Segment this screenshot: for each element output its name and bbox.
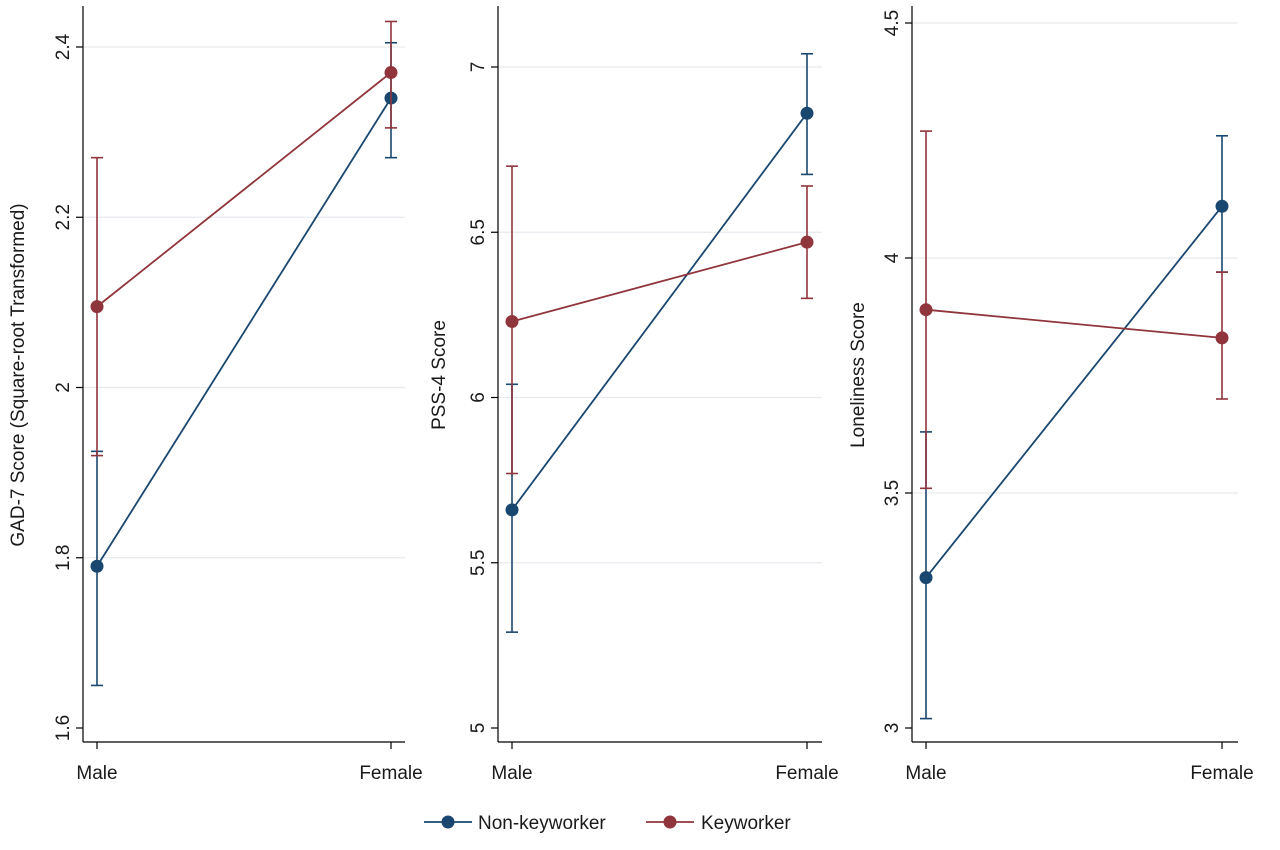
data-point-keyworker [90,300,104,314]
y-tick-label: 2.2 [53,204,74,230]
y-tick-label: 6.5 [468,219,489,245]
y-tick-label: 2 [53,382,74,393]
series-line-nonkeyworker [925,205,1223,579]
x-tick-label-male: Male [905,763,946,784]
legend-marker-keyworker [663,815,677,829]
x-tick-label-male: Male [76,763,117,784]
y-tick-label: 5 [468,723,489,734]
data-point-keyworker [1215,331,1229,345]
x-tick-label-female: Female [1190,763,1253,784]
y-tick-label: 3 [882,723,903,734]
legend-label-keyworker: Keyworker [701,813,791,834]
y-tick-label: 1.6 [53,715,74,741]
data-point-keyworker [505,314,519,328]
data-point-keyworker [919,303,933,317]
y-tick-label: 2.4 [53,33,74,60]
data-point-nonkeyworker [90,559,104,573]
y-tick-label: 7 [468,62,489,73]
series-line-nonkeyworker [96,97,392,567]
data-point-nonkeyworker [800,106,814,120]
legend-marker-nonkeyworker [441,815,455,829]
series-line-keyworker [96,71,392,308]
y-tick-label: 4 [882,252,903,263]
series-line-keyworker [925,308,1223,339]
y-tick-label: 5.5 [468,550,489,576]
data-point-keyworker [384,66,398,80]
x-tick-label-male: Male [491,763,532,784]
x-tick-label-female: Female [775,763,838,784]
y-tick-label: 3.5 [882,480,903,506]
series-line-nonkeyworker [511,112,808,511]
y-axis-title: PSS-4 Score [429,320,450,430]
y-tick-label: 6 [468,392,489,403]
data-point-nonkeyworker [1215,199,1229,213]
y-tick-label: 1.8 [53,545,74,571]
data-point-nonkeyworker [919,571,933,585]
data-point-nonkeyworker [505,503,519,517]
y-axis-title: Loneliness Score [848,302,869,448]
data-point-keyworker [800,235,814,249]
y-axis-title: GAD-7 Score (Square-root Transformed) [8,203,29,546]
series-line-keyworker [511,241,808,323]
y-tick-label: 4.5 [882,10,903,36]
legend-label-nonkeyworker: Non-keyworker [478,813,606,834]
x-tick-label-female: Female [359,763,422,784]
